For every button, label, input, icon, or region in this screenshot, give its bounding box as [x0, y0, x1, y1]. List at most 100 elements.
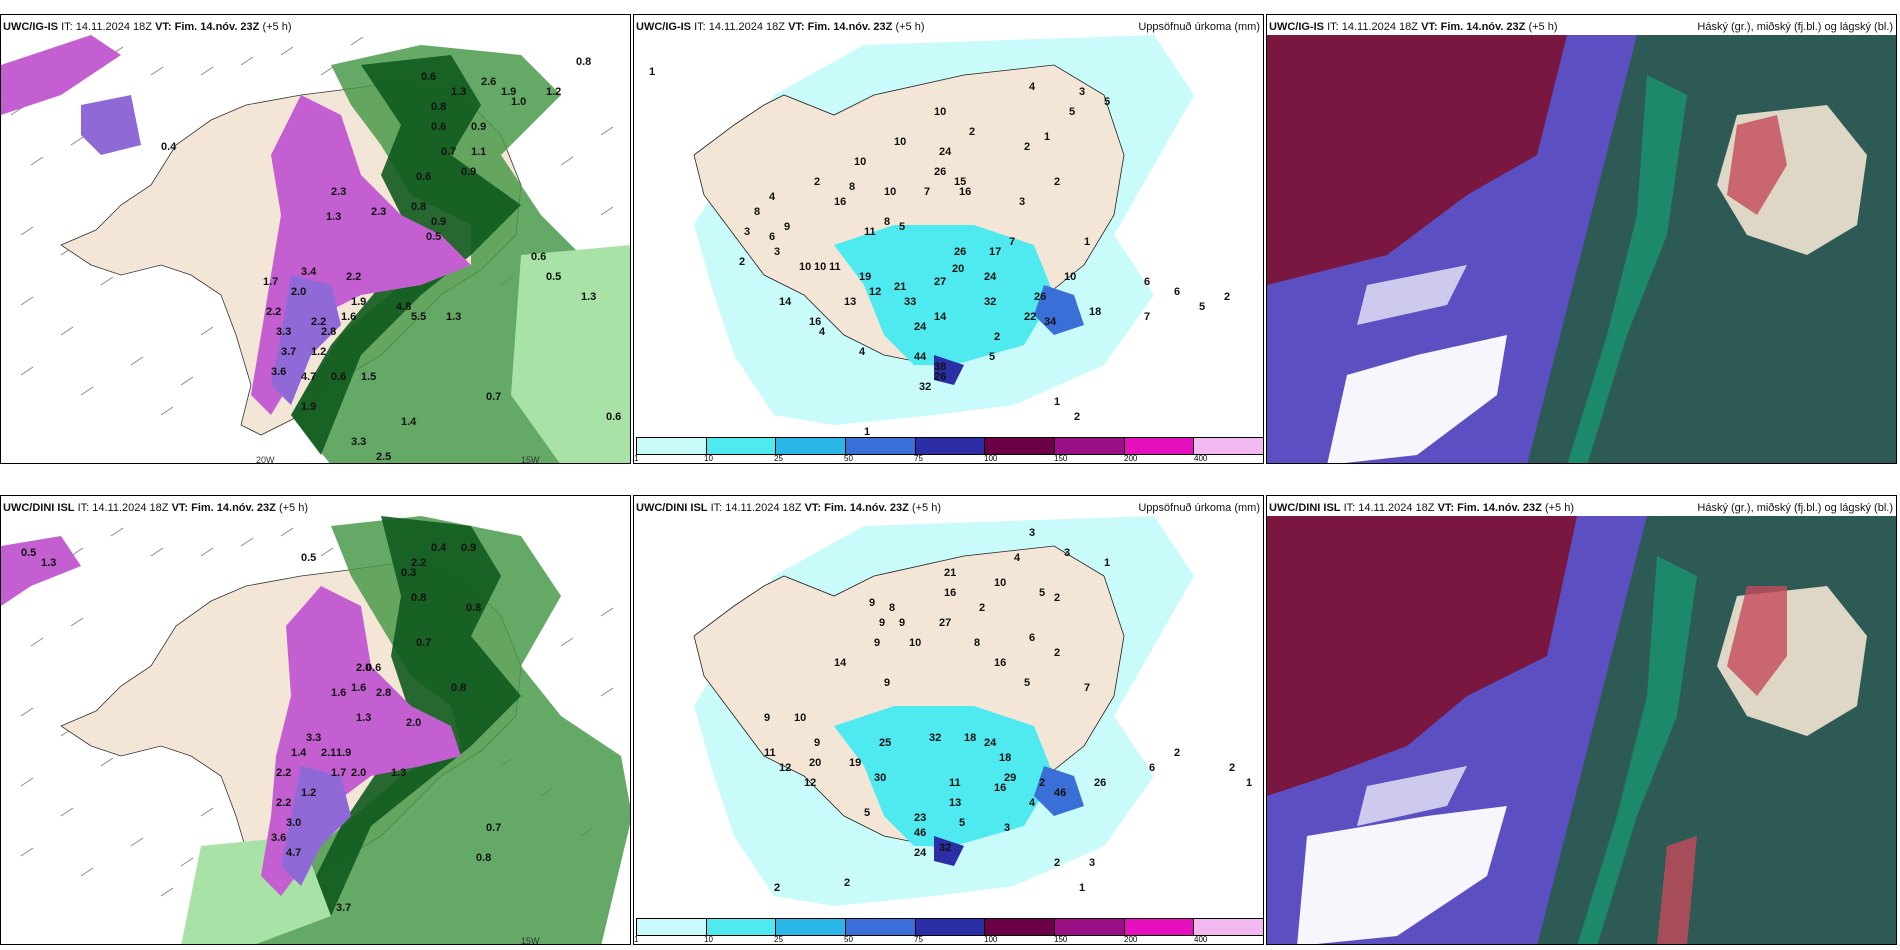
svg-text:3: 3	[1089, 857, 1095, 869]
svg-text:1.2: 1.2	[546, 86, 561, 98]
svg-text:0.6: 0.6	[416, 171, 431, 183]
svg-text:0.4: 0.4	[161, 141, 177, 153]
svg-text:0.4: 0.4	[431, 542, 447, 554]
svg-text:5: 5	[1069, 106, 1075, 118]
svg-text:4: 4	[1014, 552, 1021, 564]
svg-text:26: 26	[1034, 291, 1046, 303]
svg-text:12: 12	[869, 286, 881, 298]
svg-text:13: 13	[844, 296, 856, 308]
svg-text:0.9: 0.9	[431, 216, 446, 228]
snow-northwest	[1, 35, 121, 115]
svg-text:4.8: 4.8	[396, 301, 411, 313]
svg-text:0.7: 0.7	[441, 146, 456, 158]
svg-text:2: 2	[969, 126, 975, 138]
svg-text:5: 5	[1024, 677, 1030, 689]
low-cloud-green-edge	[1577, 556, 1697, 944]
colorbar-ticks: 1 10 25 50 75 100 150 200 400	[634, 454, 1208, 463]
wind-snow-map: 0.5 0.4 0.9 0.3 2.2 0.8 0.5 1.3 0.8 0.7 …	[1, 516, 630, 944]
svg-text:22: 22	[1024, 311, 1036, 323]
svg-text:2: 2	[844, 877, 850, 889]
svg-text:0.7: 0.7	[416, 637, 431, 649]
svg-text:3.4: 3.4	[301, 266, 317, 278]
svg-text:0.8: 0.8	[576, 56, 591, 68]
clear-patches	[1327, 335, 1507, 463]
svg-text:20: 20	[809, 757, 821, 769]
svg-text:11: 11	[864, 226, 876, 238]
svg-text:1.1: 1.1	[471, 146, 486, 158]
svg-text:4.7: 4.7	[286, 847, 301, 859]
svg-text:2: 2	[1074, 411, 1080, 423]
svg-text:2: 2	[1039, 777, 1045, 789]
svg-text:5: 5	[1039, 587, 1045, 599]
svg-text:17: 17	[989, 246, 1001, 258]
svg-text:7: 7	[1144, 311, 1150, 323]
precip-cyan-area	[834, 706, 1054, 846]
svg-text:13: 13	[949, 797, 961, 809]
panel-right-title: Háský (gr.), miðský (fj.bl.) og lágský (…	[1697, 502, 1893, 514]
svg-text:46: 46	[914, 827, 926, 839]
svg-text:2.1: 2.1	[321, 747, 336, 759]
svg-text:24: 24	[939, 146, 952, 158]
svg-text:6: 6	[1149, 762, 1155, 774]
panel-right-title: Háský (gr.), miðský (fj.bl.) og lágský (…	[1697, 21, 1893, 33]
svg-text:4: 4	[1029, 81, 1036, 93]
panel-clouds-ig: UWC/IG-IS IT: 14.11.2024 18Z VT: Fim. 14…	[1266, 14, 1897, 464]
svg-text:0.6: 0.6	[366, 662, 381, 674]
svg-text:9: 9	[884, 677, 890, 689]
svg-text:5: 5	[864, 807, 870, 819]
svg-text:15: 15	[954, 176, 966, 188]
svg-text:4: 4	[769, 191, 776, 203]
svg-text:8: 8	[754, 206, 760, 218]
svg-text:0.9: 0.9	[461, 166, 476, 178]
svg-text:0.6: 0.6	[606, 411, 621, 423]
svg-text:3: 3	[1019, 196, 1025, 208]
precip-dark-core	[934, 355, 964, 385]
svg-text:2.5: 2.5	[376, 451, 391, 463]
svg-text:1.3: 1.3	[451, 86, 466, 98]
svg-text:1.9: 1.9	[336, 747, 351, 759]
svg-text:0.6: 0.6	[531, 251, 546, 263]
snow-labels: 0.5 0.4 0.9 0.3 2.2 0.8 0.5 1.3 0.8 0.7 …	[21, 542, 501, 914]
svg-text:0.6: 0.6	[431, 121, 446, 133]
svg-text:9: 9	[784, 221, 790, 233]
svg-text:0.9: 0.9	[471, 121, 486, 133]
svg-text:1: 1	[649, 66, 655, 78]
svg-text:7: 7	[924, 186, 930, 198]
svg-text:16: 16	[994, 657, 1006, 669]
low-cloud-green-edge	[1567, 75, 1687, 463]
svg-text:1: 1	[1246, 777, 1252, 789]
svg-text:5: 5	[989, 351, 995, 363]
precip-labels: 3 4 3 1 21 10 2 5 2 9 16 27 9 8 9 6 8 10…	[764, 527, 1252, 894]
svg-text:0.7: 0.7	[486, 391, 501, 403]
precip-labels: 1 4 3 5 2 5 1 10 24 10 2 26 15 2 7 10 10…	[649, 66, 1230, 435]
svg-text:9: 9	[899, 617, 905, 629]
wind-snow-map: 0.8 0.6 1.3 2.6 0.8 1.0 1.2 0.9 0.7 1.1 …	[1, 35, 630, 463]
svg-text:2: 2	[1229, 762, 1235, 774]
svg-text:18: 18	[999, 752, 1011, 764]
svg-text:23: 23	[914, 812, 926, 824]
svg-text:1.0: 1.0	[511, 96, 526, 108]
svg-text:11: 11	[764, 747, 776, 759]
red-cloud-core	[1727, 586, 1787, 696]
svg-text:32: 32	[919, 381, 931, 393]
precip-blue-core	[1034, 285, 1084, 335]
svg-text:14: 14	[779, 296, 792, 308]
panel-precip-ig: UWC/IG-IS IT: 14.11.2024 18Z VT: Fim. 14…	[633, 14, 1264, 464]
svg-text:2.0: 2.0	[291, 286, 306, 298]
svg-text:1: 1	[864, 426, 870, 435]
panel-wind-snow-ig: UWC/IG-IS IT: 14.11.2024 18Z VT: Fim. 14…	[0, 14, 631, 464]
svg-text:1: 1	[1054, 396, 1060, 408]
svg-text:26: 26	[934, 371, 946, 383]
svg-text:0.6: 0.6	[421, 71, 436, 83]
precip-colorbar	[636, 918, 1263, 936]
svg-text:2: 2	[1224, 291, 1230, 303]
panel-wind-snow-dini: UWC/DINI ISL IT: 14.11.2024 18Z VT: Fim.…	[0, 495, 631, 945]
svg-text:2: 2	[1054, 857, 1060, 869]
svg-text:10: 10	[934, 106, 946, 118]
snow-nw-blob	[81, 95, 141, 155]
panel-right-title: Uppsöfnuð úrkoma (mm)	[1138, 21, 1260, 33]
svg-text:9: 9	[874, 637, 880, 649]
svg-text:1: 1	[1084, 236, 1090, 248]
svg-text:1.3: 1.3	[326, 211, 341, 223]
svg-text:38: 38	[934, 361, 946, 373]
